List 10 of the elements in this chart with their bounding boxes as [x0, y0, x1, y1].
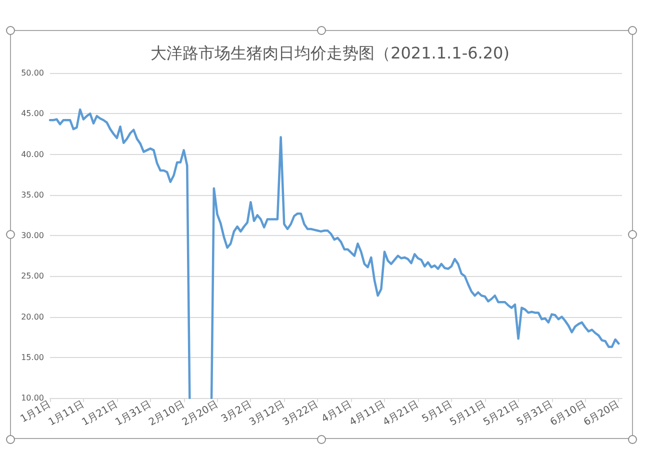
y-tick-label: 20.00	[21, 312, 44, 322]
y-tick-label: 40.00	[21, 150, 44, 159]
y-tick-label: 25.00	[21, 272, 44, 281]
y-tick-label: 10.00	[21, 394, 44, 402]
y-tick-label: 50.00	[21, 68, 44, 78]
y-tick-label: 35.00	[21, 190, 44, 200]
y-tick-label: 45.00	[21, 109, 44, 118]
y-tick-label: 15.00	[21, 352, 44, 362]
y-tick-label: 30.00	[21, 231, 44, 240]
chart-title: 大洋路市场生猪肉日均价走势图（2021.1.1-6.20)	[150, 44, 510, 62]
